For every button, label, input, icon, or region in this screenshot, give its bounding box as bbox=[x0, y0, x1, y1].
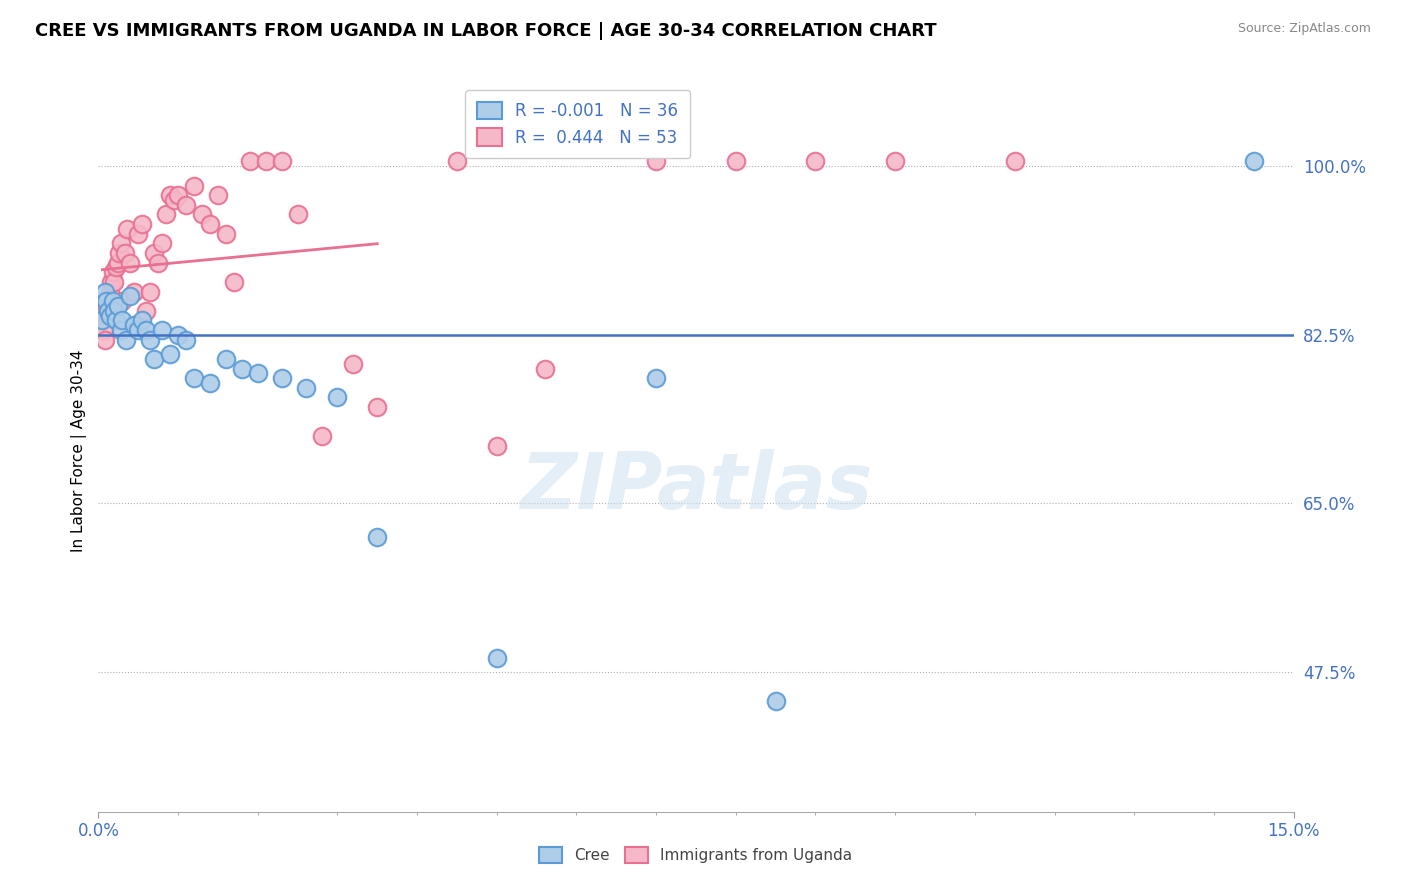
Point bbox=[115, 222, 138, 236]
Point bbox=[104, 260, 127, 275]
Point bbox=[120, 289, 142, 303]
Point bbox=[97, 303, 120, 318]
Point bbox=[485, 439, 508, 453]
Point bbox=[96, 294, 118, 309]
Point bbox=[110, 323, 132, 337]
Point bbox=[191, 207, 214, 221]
Point bbox=[366, 400, 388, 414]
Point bbox=[143, 246, 166, 260]
Point bbox=[645, 154, 668, 169]
Point bbox=[645, 371, 668, 385]
Point bbox=[91, 313, 114, 327]
Point bbox=[148, 255, 170, 269]
Point bbox=[198, 376, 221, 390]
Y-axis label: In Labor Force | Age 30-34: In Labor Force | Age 30-34 bbox=[72, 349, 87, 552]
Point bbox=[143, 351, 166, 366]
Point bbox=[446, 154, 468, 169]
Point bbox=[254, 154, 277, 169]
Point bbox=[135, 303, 157, 318]
Point bbox=[91, 303, 114, 318]
Point bbox=[231, 361, 253, 376]
Point bbox=[139, 333, 162, 347]
Point bbox=[139, 285, 162, 299]
Point bbox=[127, 323, 149, 337]
Point bbox=[183, 371, 205, 385]
Point bbox=[222, 275, 245, 289]
Point bbox=[326, 391, 349, 405]
Point bbox=[96, 299, 118, 313]
Point bbox=[98, 309, 122, 323]
Point bbox=[366, 530, 388, 544]
Point bbox=[100, 275, 122, 289]
Point bbox=[485, 650, 508, 665]
Point bbox=[533, 361, 555, 376]
Point bbox=[150, 323, 173, 337]
Point bbox=[198, 217, 221, 231]
Point bbox=[114, 246, 136, 260]
Point bbox=[124, 285, 146, 299]
Point bbox=[174, 333, 197, 347]
Legend: Cree, Immigrants from Uganda: Cree, Immigrants from Uganda bbox=[533, 841, 859, 869]
Point bbox=[124, 318, 146, 333]
Point bbox=[183, 178, 205, 193]
Point bbox=[804, 154, 827, 169]
Point bbox=[270, 371, 292, 385]
Text: Source: ZipAtlas.com: Source: ZipAtlas.com bbox=[1237, 22, 1371, 36]
Point bbox=[215, 227, 238, 241]
Point bbox=[101, 294, 124, 309]
Point bbox=[159, 188, 181, 202]
Point bbox=[94, 333, 117, 347]
Point bbox=[111, 294, 134, 309]
Point bbox=[94, 285, 117, 299]
Point bbox=[294, 381, 316, 395]
Point bbox=[93, 323, 115, 337]
Point bbox=[765, 694, 787, 708]
Point bbox=[115, 333, 138, 347]
Point bbox=[98, 285, 121, 299]
Text: ZIPatlas: ZIPatlas bbox=[520, 449, 872, 524]
Point bbox=[104, 313, 127, 327]
Point bbox=[94, 294, 117, 309]
Point bbox=[103, 303, 125, 318]
Point bbox=[884, 154, 907, 169]
Point bbox=[135, 323, 157, 337]
Point bbox=[167, 188, 190, 202]
Point bbox=[107, 255, 129, 269]
Point bbox=[270, 154, 292, 169]
Point bbox=[127, 227, 149, 241]
Point bbox=[311, 429, 333, 443]
Point bbox=[163, 193, 186, 207]
Point bbox=[1004, 154, 1026, 169]
Point bbox=[150, 236, 173, 251]
Point bbox=[215, 351, 238, 366]
Point bbox=[246, 367, 269, 381]
Point bbox=[91, 313, 114, 327]
Point bbox=[120, 255, 142, 269]
Text: CREE VS IMMIGRANTS FROM UGANDA IN LABOR FORCE | AGE 30-34 CORRELATION CHART: CREE VS IMMIGRANTS FROM UGANDA IN LABOR … bbox=[35, 22, 936, 40]
Point bbox=[103, 275, 125, 289]
Point bbox=[239, 154, 262, 169]
Point bbox=[107, 299, 129, 313]
Point bbox=[159, 347, 181, 361]
Point bbox=[207, 188, 229, 202]
Point bbox=[131, 217, 153, 231]
Point bbox=[724, 154, 747, 169]
Point bbox=[167, 327, 190, 342]
Point bbox=[1243, 154, 1265, 169]
Point bbox=[101, 265, 124, 279]
Point bbox=[111, 313, 134, 327]
Point bbox=[342, 357, 364, 371]
Point bbox=[174, 198, 197, 212]
Point bbox=[155, 207, 177, 221]
Point bbox=[108, 246, 131, 260]
Point bbox=[97, 294, 120, 309]
Point bbox=[131, 313, 153, 327]
Point bbox=[110, 236, 132, 251]
Point bbox=[287, 207, 309, 221]
